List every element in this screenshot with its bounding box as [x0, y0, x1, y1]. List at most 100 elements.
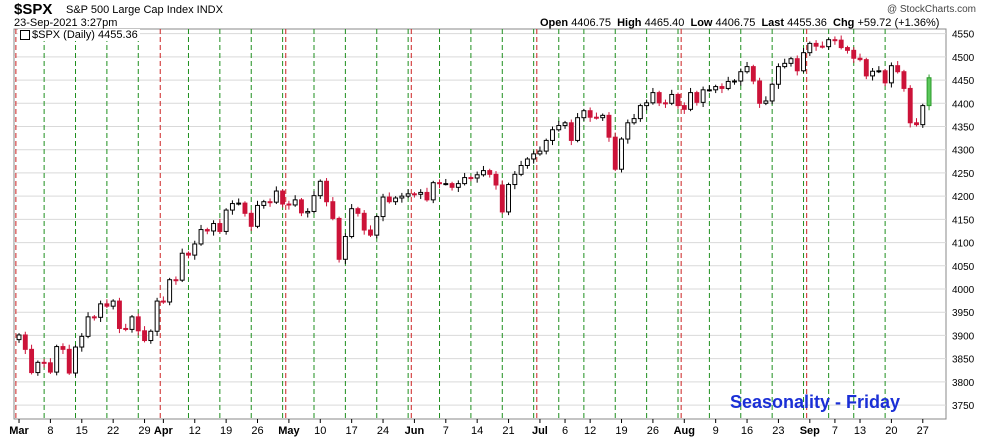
- candle-body: [98, 303, 104, 318]
- candle-body: [154, 300, 160, 332]
- x-tick-label: Sep: [800, 425, 820, 437]
- high-value: 4465.40: [644, 17, 685, 29]
- candle-body: [116, 300, 122, 329]
- candle-body: [248, 212, 254, 227]
- y-tick-label: 4300: [952, 146, 975, 157]
- candle-body: [650, 92, 656, 104]
- candle-body: [637, 105, 643, 120]
- candle-body: [656, 92, 662, 104]
- candle-body: [895, 65, 901, 73]
- candle-body: [355, 208, 361, 214]
- candle-body: [725, 80, 731, 89]
- candle-body: [901, 71, 907, 89]
- candle-body: [242, 202, 248, 214]
- candle-body: [167, 279, 173, 303]
- x-tick-label: 19: [220, 425, 232, 437]
- candle-body: [129, 316, 135, 330]
- candle-body: [22, 334, 28, 350]
- candle-body: [380, 196, 386, 218]
- x-tick-label: 15: [76, 425, 88, 437]
- chg-value: +59.72 (+1.36%): [857, 17, 940, 29]
- candle-body: [920, 105, 926, 126]
- x-tick-label: Jul: [532, 425, 548, 437]
- candle-body: [782, 62, 788, 68]
- candle-body: [361, 212, 367, 231]
- ohlc-readout: Open 4406.75 High 4465.40 Low 4406.75 La…: [540, 17, 939, 29]
- grid-lines: [14, 33, 946, 406]
- candle-body: [694, 92, 700, 103]
- candle-body: [688, 92, 694, 110]
- candle-body: [543, 139, 549, 152]
- x-axis: Mar 8 15 22 29 Apr 12 19 26 May 10 17 24 Jun 7 14 21 Jul 6…: [9, 419, 929, 437]
- candle-body: [223, 209, 229, 232]
- low-value: 4406.75: [715, 17, 756, 29]
- candle-body: [29, 348, 35, 374]
- candle-body: [606, 114, 612, 138]
- candle-body: [173, 279, 179, 282]
- candle-body: [926, 77, 932, 107]
- candle-body: [863, 59, 869, 77]
- candle-body: [775, 66, 781, 85]
- ticker-symbol: $SPX: [14, 1, 53, 18]
- candle-body: [123, 327, 129, 330]
- y-tick-label: 3850: [952, 355, 975, 366]
- candle-body: [550, 129, 555, 141]
- candle-body: [273, 190, 279, 203]
- candle-body: [411, 193, 417, 196]
- candle-body: [437, 182, 442, 185]
- candle-body: [455, 183, 461, 188]
- y-tick-label: 3750: [952, 401, 975, 412]
- candle-body: [405, 193, 411, 197]
- legend-text: $SPX (Daily) 4455.36: [32, 29, 138, 41]
- candle-body: [462, 177, 468, 185]
- y-tick-label: 4350: [952, 123, 975, 134]
- candle-body: [255, 204, 260, 227]
- candle-body: [575, 117, 581, 141]
- candle-body: [719, 86, 725, 89]
- x-tick-label: 26: [647, 425, 659, 437]
- candle-body: [474, 174, 480, 179]
- candle-body: [499, 184, 505, 213]
- candle-body: [487, 170, 493, 175]
- candle-body: [537, 150, 543, 155]
- candle-body: [631, 118, 637, 124]
- candle-body: [675, 93, 681, 107]
- candle-body: [305, 210, 311, 214]
- candle-body: [907, 87, 913, 124]
- candle-body: [750, 66, 756, 82]
- candle-body: [845, 47, 850, 51]
- candle-body: [393, 197, 399, 203]
- candle-body: [801, 52, 806, 72]
- candle-body: [430, 182, 436, 201]
- x-tick-label: 13: [854, 425, 866, 437]
- candle-body: [832, 39, 838, 42]
- x-tick-label: 14: [471, 425, 483, 437]
- x-tick-label: 8: [47, 425, 53, 437]
- y-tick-label: 4000: [952, 285, 975, 296]
- candle-body: [524, 158, 530, 166]
- last-label: Last: [761, 17, 785, 29]
- candle-body: [443, 183, 449, 186]
- x-tick-label: Aug: [674, 425, 695, 437]
- y-axis: 3750 3800 3850 3900 3950 4000 4050 4100 4150 4200…: [952, 30, 975, 412]
- x-tick-label: 12: [584, 425, 596, 437]
- candle-body: [204, 229, 210, 232]
- candle-body: [192, 243, 198, 256]
- candle-body: [851, 49, 857, 59]
- candle-body: [700, 89, 706, 103]
- candle-body: [324, 180, 329, 203]
- y-tick-label: 4150: [952, 215, 975, 226]
- candle-body: [47, 362, 53, 373]
- candle-body: [267, 201, 273, 204]
- low-label: Low: [690, 17, 713, 29]
- candle-body: [914, 122, 919, 126]
- candle-body: [449, 183, 455, 188]
- candle-body: [744, 66, 750, 73]
- x-tick-label: 7: [443, 425, 449, 437]
- x-tick-label: Jun: [405, 425, 425, 437]
- candle-body: [562, 122, 568, 127]
- candle-body: [468, 177, 474, 180]
- candle-body: [342, 236, 348, 260]
